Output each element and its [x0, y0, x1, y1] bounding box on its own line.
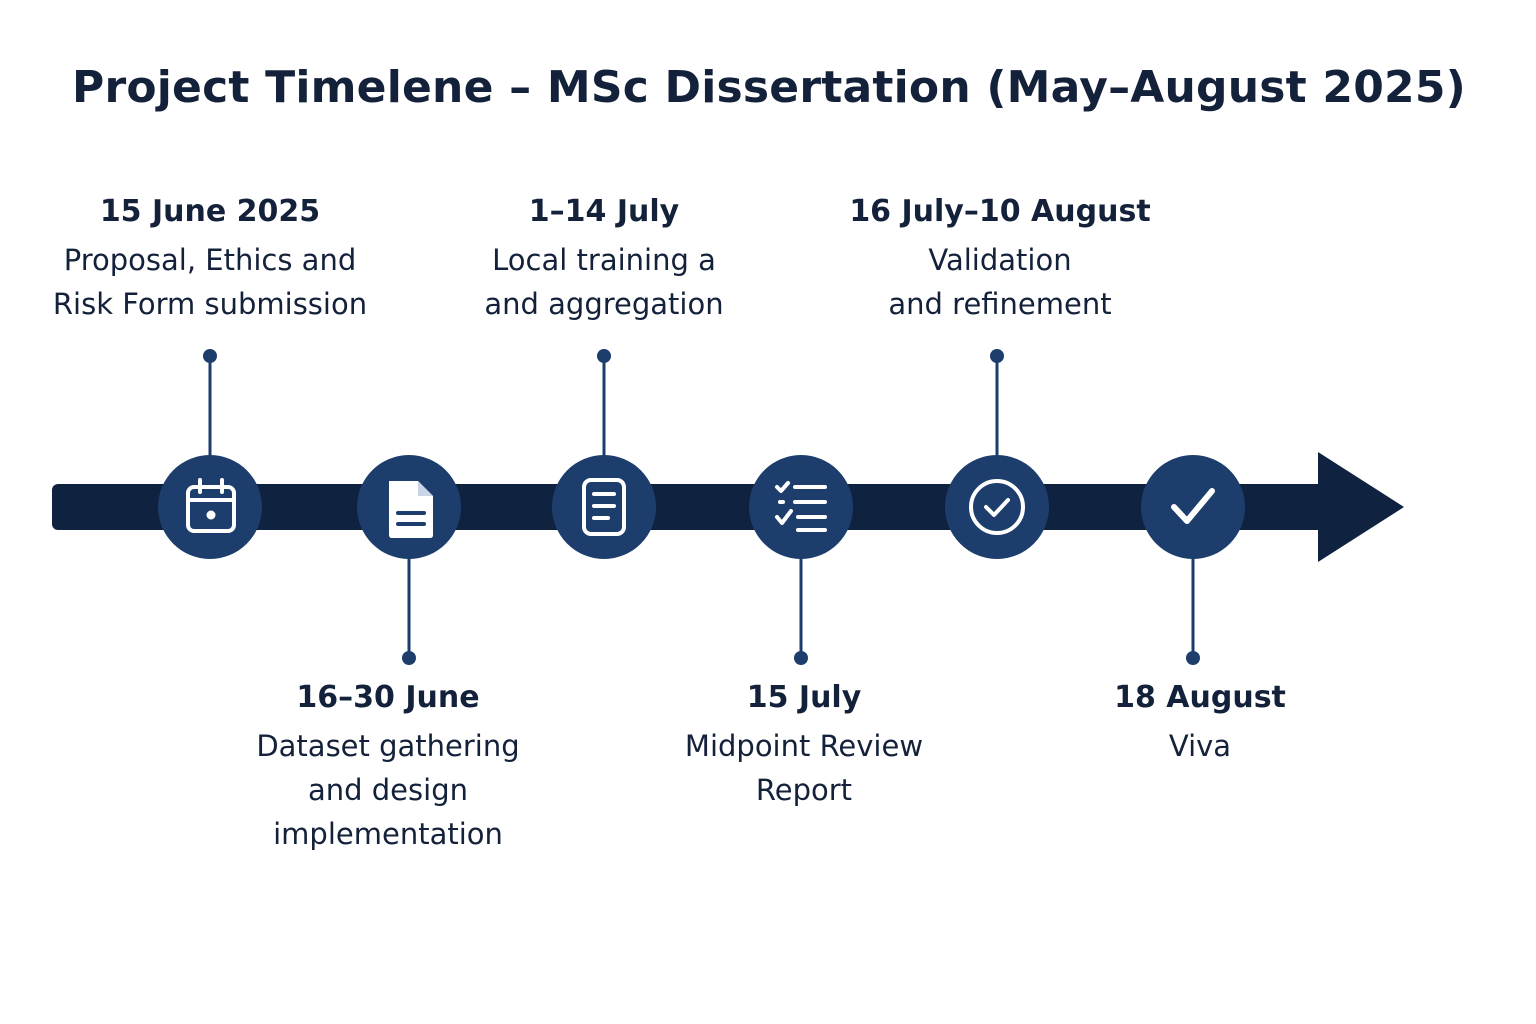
- milestone-description: Local training a and aggregation: [484, 243, 724, 321]
- milestone-date: 18 August: [1114, 680, 1286, 715]
- document-icon: [389, 481, 433, 538]
- calendar-icon: [186, 478, 236, 533]
- checkmark-icon: [1171, 488, 1215, 524]
- connector-1: [203, 349, 217, 460]
- connector-5: [990, 349, 1004, 460]
- milestone-label-1: 15 June 2025 Proposal, Ethics and Risk F…: [10, 192, 410, 326]
- milestone-node-6: [1141, 455, 1245, 559]
- milestone-label-4: 15 July Midpoint Review Report: [604, 678, 1004, 812]
- milestone-node-2: [357, 455, 461, 559]
- connector-2: [402, 556, 416, 665]
- milestone-description: Dataset gathering and design implementat…: [256, 729, 520, 851]
- milestone-description: Viva: [1168, 729, 1232, 763]
- connector-3: [597, 349, 611, 460]
- milestone-date: 16–30 June: [296, 680, 480, 715]
- connector-4: [794, 556, 808, 665]
- milestone-description: Midpoint Review Report: [684, 729, 924, 807]
- milestone-node-5: [945, 455, 1049, 559]
- milestone-label-5: 16 July–10 August Validation and refinem…: [800, 192, 1200, 326]
- connector-6: [1186, 556, 1200, 665]
- milestone-date: 15 July: [746, 680, 862, 715]
- milestone-node-1: [158, 455, 262, 559]
- checklist-icon: [775, 481, 827, 532]
- milestone-label-3: 1–14 July Local training a and aggregati…: [404, 192, 804, 326]
- milestone-label-6: 18 August Viva: [1000, 678, 1400, 768]
- milestone-label-2: 16–30 June Dataset gathering and design …: [188, 678, 588, 856]
- milestone-node-4: [749, 455, 853, 559]
- check-circle-icon: [969, 479, 1025, 535]
- milestone-description: Validation and refinement: [888, 243, 1112, 321]
- milestone-date: 1–14 July: [528, 194, 680, 229]
- milestone-node-3: [552, 455, 656, 559]
- milestone-description: Proposal, Ethics and Risk Form submissio…: [52, 243, 368, 321]
- notes-icon: [582, 478, 626, 536]
- milestone-date: 15 June 2025: [99, 194, 321, 229]
- milestone-date: 16 July–10 August: [849, 194, 1151, 229]
- page-title: Project Timelene – MSc Dissertation (May…: [72, 62, 1466, 113]
